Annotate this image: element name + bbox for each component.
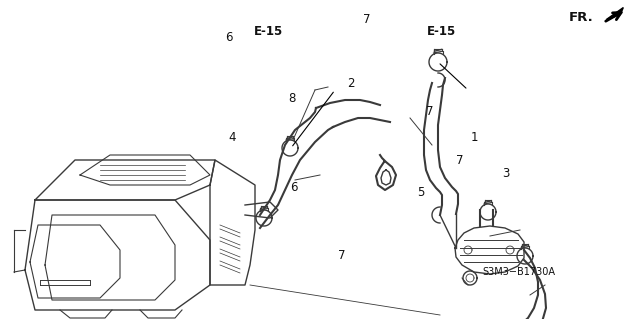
- Text: 7: 7: [456, 154, 463, 167]
- Text: FR.: FR.: [568, 11, 593, 24]
- Text: E-15: E-15: [427, 25, 456, 38]
- Text: 8: 8: [288, 93, 296, 105]
- Text: 7: 7: [426, 105, 434, 117]
- Text: 1: 1: [471, 131, 479, 144]
- Text: 7: 7: [363, 13, 371, 26]
- Text: E-15: E-15: [254, 25, 284, 38]
- Text: 2: 2: [347, 77, 355, 90]
- Text: S3M3−B1730A: S3M3−B1730A: [482, 267, 555, 277]
- Text: 5: 5: [417, 187, 424, 199]
- Text: 6: 6: [290, 181, 298, 194]
- Text: 3: 3: [502, 167, 509, 180]
- Text: 4: 4: [228, 131, 236, 144]
- Text: 6: 6: [225, 31, 233, 44]
- Polygon shape: [606, 8, 623, 19]
- Text: 7: 7: [338, 249, 346, 262]
